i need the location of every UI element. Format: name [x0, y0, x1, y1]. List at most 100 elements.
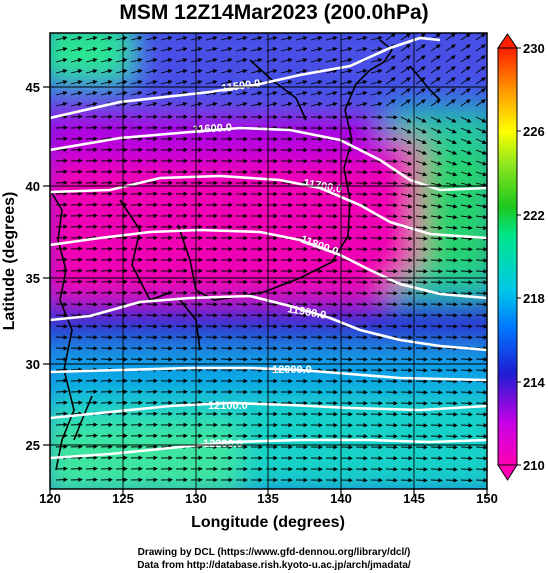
- wind-arrow: [115, 57, 128, 63]
- wind-arrow: [415, 434, 428, 439]
- wind-arrow: [70, 147, 83, 152]
- wind-arrow: [250, 35, 263, 41]
- wind-arrow: [475, 204, 487, 209]
- y-axis-title: Latitude (degrees): [1, 192, 18, 331]
- wind-arrow: [175, 357, 188, 362]
- wind-arrow: [460, 182, 473, 188]
- wind-arrow: [445, 66, 456, 74]
- wind-arrow: [460, 280, 473, 285]
- wind-arrow: [130, 68, 143, 74]
- wind-arrow: [70, 180, 83, 185]
- wind-arrow: [475, 258, 487, 263]
- wind-arrow: [100, 79, 113, 85]
- wind-arrow: [430, 269, 443, 274]
- wind-arrow: [445, 171, 458, 177]
- wind-arrow: [160, 324, 173, 329]
- wind-arrow: [70, 90, 83, 96]
- wind-arrow: [415, 160, 428, 166]
- wind-arrow: [55, 466, 68, 471]
- wind-arrow: [70, 246, 83, 251]
- wind-arrow: [55, 411, 68, 416]
- wind-arrow: [175, 68, 188, 74]
- wind-arrow: [85, 90, 98, 96]
- contour-line: [50, 366, 487, 382]
- wind-arrow: [430, 412, 443, 417]
- wind-arrow: [55, 389, 68, 394]
- wind-arrow: [295, 302, 308, 307]
- wind-arrow: [85, 257, 98, 262]
- contour-line: [50, 228, 487, 300]
- wind-arrow: [415, 280, 428, 285]
- wind-arrow: [160, 335, 173, 340]
- wind-arrow: [400, 55, 411, 63]
- wind-arrow: [400, 357, 413, 362]
- wind-arrow: [355, 79, 368, 85]
- wind-arrow: [70, 335, 83, 340]
- wind-arrow: [475, 138, 487, 144]
- colorbar-tick-label: 214: [523, 375, 545, 390]
- wind-arrow: [70, 114, 83, 119]
- wind-arrow: [430, 434, 443, 439]
- wind-arrow: [85, 302, 98, 307]
- wind-arrow: [400, 99, 411, 107]
- colorbar-min-arrow: [497, 464, 518, 481]
- wind-arrow: [430, 423, 443, 428]
- x-tick-labels: 120 125 130 135 140 145 150: [39, 491, 498, 506]
- wind-arrow: [475, 423, 487, 428]
- wind-arrow: [340, 35, 353, 41]
- wind-arrow: [205, 324, 218, 329]
- wind-arrow: [415, 214, 428, 220]
- wind-arrow: [475, 171, 487, 177]
- wind-arrow: [55, 346, 68, 351]
- wind-arrow: [250, 90, 263, 96]
- wind-arrow: [145, 35, 158, 41]
- wind-arrow: [100, 313, 113, 318]
- wind-arrow: [355, 35, 368, 41]
- wind-arrow: [430, 44, 441, 52]
- wind-arrow: [475, 66, 486, 74]
- wind-arrow: [475, 225, 487, 231]
- wind-arrow: [460, 44, 471, 52]
- wind-arrow: [70, 257, 83, 262]
- wind-arrow: [175, 335, 188, 340]
- contour-label: 12200.0: [203, 438, 243, 450]
- wind-arrow: [400, 193, 413, 198]
- wind-arrow: [70, 136, 83, 141]
- wind-arrow: [55, 400, 68, 405]
- wind-arrow: [445, 116, 457, 123]
- wind-arrow: [415, 313, 428, 318]
- wind-arrow: [85, 35, 98, 41]
- wind-arrow: [70, 444, 83, 449]
- wind-arrow: [310, 57, 323, 63]
- wind-arrow: [460, 214, 473, 220]
- wind-arrow: [415, 456, 428, 461]
- wind-arrow: [175, 313, 188, 318]
- wind-arrow: [445, 368, 458, 373]
- wind-arrow: [55, 169, 68, 174]
- wind-arrow: [325, 313, 338, 318]
- wind-arrow: [385, 55, 396, 63]
- wind-arrow: [85, 79, 98, 85]
- wind-arrow: [85, 57, 98, 63]
- wind-arrow: [415, 346, 428, 351]
- wind-arrow: [175, 35, 188, 41]
- wind-arrow: [310, 335, 323, 340]
- contour-line: [50, 401, 487, 420]
- wind-arrow: [280, 313, 293, 318]
- x-tick-label: 140: [330, 491, 352, 506]
- wind-arrow: [55, 79, 68, 85]
- wind-arrow: [295, 79, 308, 85]
- wind-arrow: [55, 444, 68, 449]
- wind-arrow: [235, 46, 248, 52]
- wind-arrow: [280, 101, 293, 107]
- wind-arrow: [475, 401, 487, 406]
- wind-arrow: [460, 357, 473, 362]
- wind-arrow: [370, 90, 383, 96]
- wind-arrow: [115, 46, 128, 52]
- wind-arrow: [340, 302, 353, 307]
- wind-arrow: [205, 101, 218, 107]
- wind-arrow: [160, 90, 173, 96]
- wind-arrow: [400, 335, 413, 340]
- wind-arrow: [445, 193, 458, 198]
- wind-arrow: [325, 57, 338, 63]
